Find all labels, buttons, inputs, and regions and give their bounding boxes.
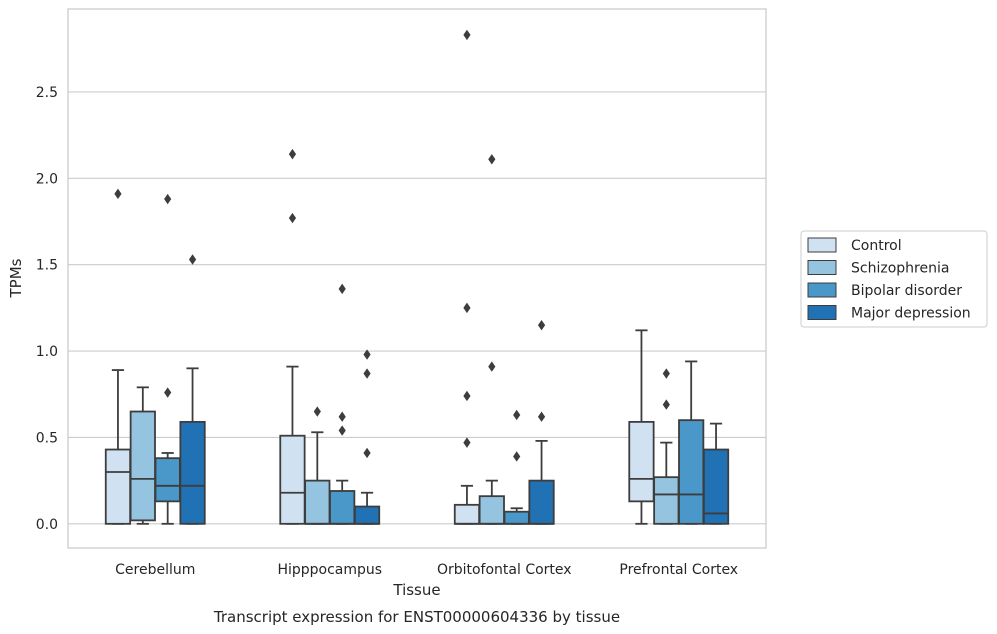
outlier-point: [463, 437, 471, 448]
y-tick-label: 2.0: [36, 171, 58, 187]
legend-label: Control: [851, 238, 902, 254]
outlier-point: [537, 319, 546, 331]
plot-area: [67, 8, 767, 549]
y-axis-ticks: 0.0 0.5 1.0 1.5 2.0 2.5: [36, 85, 58, 533]
legend-swatch: [807, 305, 837, 320]
outlier-point: [338, 411, 346, 422]
outlier-point: [537, 411, 546, 422]
legend-label: Major depression: [851, 306, 971, 322]
outlier-point: [114, 188, 122, 200]
box-body: [104, 448, 132, 525]
box-body: [154, 457, 181, 503]
outlier-point: [488, 154, 496, 165]
legend-swatch: [807, 260, 837, 275]
box-3-2: [678, 360, 705, 525]
box-1-1: [304, 406, 331, 525]
x-tick-label: Hipppocampus: [277, 562, 382, 578]
outlier-point: [288, 212, 297, 224]
box-body: [353, 505, 381, 525]
outlier-point: [463, 302, 471, 314]
legend-label: Bipolar disorder: [851, 283, 962, 299]
box-body: [653, 476, 680, 525]
x-axis-ticks: Cerebellum Hipppocampus Orbitofontal Corte…: [115, 562, 738, 578]
box-0-0: [104, 188, 132, 525]
outlier-point: [164, 387, 172, 398]
box-2-2: [503, 409, 530, 525]
box-body: [702, 448, 730, 525]
box-2-3: [528, 319, 555, 525]
outlier-point: [662, 368, 670, 379]
x-tick-label: Orbitofontal Cortex: [437, 562, 572, 578]
box-body: [329, 490, 356, 525]
chart-caption: Transcript expression for ENST0000060433…: [213, 608, 620, 626]
outlier-point: [313, 406, 321, 417]
outlier-point: [363, 349, 371, 360]
box-body: [279, 434, 306, 525]
box-3-0: [628, 329, 655, 525]
box-3-1: [653, 368, 680, 525]
box-body: [628, 420, 655, 503]
box-body: [179, 420, 206, 525]
outlier-point: [513, 409, 521, 421]
x-tick-label: Prefrontal Cortex: [619, 562, 738, 578]
box-3-3: [702, 422, 730, 525]
box-0-3: [179, 254, 206, 525]
box-1-0: [279, 148, 306, 525]
box-body: [478, 495, 505, 525]
outlier-point: [463, 390, 471, 402]
y-tick-label: 0.5: [36, 430, 58, 446]
outlier-point: [288, 148, 297, 160]
legend-swatch: [807, 282, 837, 298]
outlier-point: [662, 399, 670, 410]
outlier-point: [488, 361, 496, 372]
legend-label: Schizophrenia: [851, 261, 949, 277]
y-tick-label: 1.5: [36, 258, 58, 274]
y-axis-label: TPMs: [7, 258, 25, 298]
box-0-2: [154, 193, 181, 525]
outlier-point: [463, 29, 471, 41]
x-axis-label: Tissue: [392, 581, 440, 599]
box-series: [104, 29, 730, 525]
box-body: [304, 479, 331, 525]
y-tick-label: 2.5: [36, 85, 58, 101]
box-1-2: [329, 283, 356, 525]
outlier-point: [338, 425, 346, 436]
box-body: [453, 503, 481, 525]
box-0-1: [129, 386, 156, 525]
box-body: [528, 479, 555, 525]
outlier-point: [188, 254, 197, 265]
legend: Control Schizophrenia Bipolar disorder Majo…: [800, 230, 988, 328]
outlier-point: [513, 451, 521, 462]
legend-swatch: [807, 237, 837, 253]
box-1-3: [353, 349, 381, 525]
box-body: [503, 510, 530, 525]
outlier-point: [363, 447, 371, 459]
box-body: [678, 419, 705, 525]
outlier-point: [164, 193, 172, 205]
x-tick-label: Cerebellum: [115, 562, 195, 578]
box-body: [129, 410, 156, 522]
y-tick-label: 1.0: [36, 344, 58, 360]
outlier-point: [338, 283, 346, 295]
outlier-point: [363, 368, 371, 379]
legend-frame: [800, 230, 988, 328]
y-tick-label: 0.0: [36, 517, 58, 533]
box-2-0: [453, 29, 481, 525]
box-2-1: [478, 154, 505, 525]
